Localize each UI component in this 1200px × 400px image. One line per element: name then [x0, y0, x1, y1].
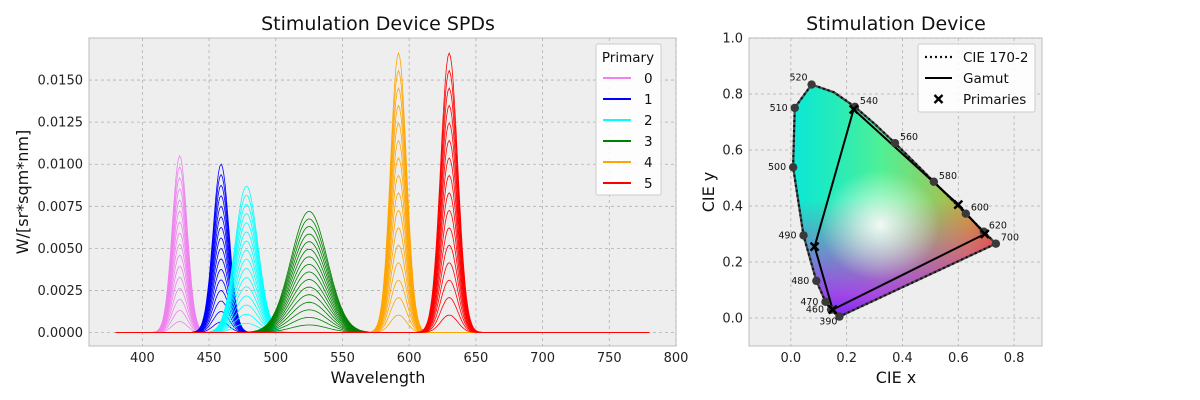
locus-wavelength-label: 480	[791, 276, 809, 287]
y-tick-label: 1.0	[722, 32, 743, 47]
legend-label: 3	[644, 134, 653, 150]
spd-chart: 400 450 500 550 600 650 700 750 8000.00000.00250…	[13, 13, 688, 387]
locus-wavelength-label: 580	[939, 171, 957, 182]
spd-line-primary-5	[115, 51, 650, 333]
x-tick-label: 500	[263, 351, 288, 366]
legend-label: Gamut	[963, 71, 1009, 87]
primary-marker	[809, 241, 820, 252]
locus-marker	[812, 276, 821, 286]
legend-label: 2	[644, 113, 653, 129]
locus-marker	[991, 239, 1001, 248]
x-tick-label: 0.4	[892, 351, 913, 366]
legend-label: CIE 170-2	[963, 50, 1028, 66]
legend-label: Primaries	[963, 92, 1026, 108]
locus-wavelength-label: 460	[806, 305, 824, 316]
y-tick-label: 0.0	[722, 312, 743, 327]
locus-wavelength-label: 700	[1001, 233, 1019, 244]
gamut-polygon	[813, 107, 987, 312]
y-tick-label: 0.0100	[38, 158, 84, 173]
x-tick-label: 400	[130, 351, 155, 366]
primary-marker	[979, 229, 990, 239]
locus-marker	[890, 138, 900, 148]
cie-x-axis-label: CIE x	[876, 368, 917, 387]
primary-marker	[827, 304, 838, 315]
locus-wavelength-label: 510	[770, 103, 788, 114]
locus-wavelength-label: 620	[989, 221, 1007, 232]
cie-y-axis-label: CIE y	[699, 172, 718, 213]
locus-wavelength-label: 540	[860, 96, 878, 107]
y-tick-label: 0.0025	[38, 284, 84, 299]
y-tick-label: 0.0000	[38, 326, 84, 341]
y-tick-label: 0.8	[722, 88, 743, 103]
x-tick-label: 0.8	[1004, 351, 1025, 366]
chromaticity-chart-title: Stimulation Device	[806, 13, 986, 35]
y-tick-label: 0.4	[722, 200, 743, 215]
locus-marker	[929, 177, 939, 186]
x-tick-label: 650	[463, 351, 488, 366]
y-tick-label: 0.0150	[38, 74, 84, 89]
y-tick-label: 0.0125	[38, 116, 84, 131]
spd-chart-title: Stimulation Device SPDs	[261, 13, 495, 35]
legend-box	[917, 43, 1036, 113]
locus-wavelength-label: 490	[778, 230, 796, 241]
locus-wavelength-label: 600	[971, 203, 989, 214]
legend-label: 1	[644, 92, 653, 108]
legend-swatch-primaries	[933, 94, 944, 104]
locus-marker	[821, 297, 830, 307]
primary-marker	[953, 199, 964, 210]
x-tick-label: 700	[530, 351, 555, 366]
x-tick-label: 0.6	[948, 351, 969, 366]
spd-x-axis-label: Wavelength	[331, 368, 426, 387]
locus-marker	[788, 163, 798, 172]
chromaticity-legend: CIE 170-2 Gamut Primaries	[917, 43, 1036, 113]
spd-legend: Primary 0 1 2 3 4 5	[595, 43, 662, 196]
y-tick-label: 0.0050	[38, 242, 84, 257]
x-tick-label: 550	[330, 351, 355, 366]
locus-marker	[790, 103, 799, 113]
legend-title: Primary	[602, 50, 654, 66]
locus-wavelength-label: 500	[768, 162, 786, 173]
legend-label: 0	[644, 71, 653, 87]
primary-marker	[848, 104, 859, 115]
locus-wavelength-label: 390	[819, 317, 837, 328]
y-tick-label: 0.6	[722, 144, 743, 159]
locus-marker	[961, 209, 971, 218]
locus-wavelength-label: 470	[800, 297, 818, 308]
x-tick-label: 450	[197, 351, 222, 366]
x-tick-label: 600	[397, 351, 422, 366]
x-tick-label: 0.0	[781, 351, 802, 366]
locus-marker	[807, 80, 816, 89]
x-tick-label: 750	[597, 351, 622, 366]
spd-y-axis-label: W/[sr*sqm*nm]	[13, 130, 32, 254]
locus-marker	[835, 312, 844, 321]
locus-marker	[799, 231, 808, 240]
y-tick-label: 0.2	[722, 256, 743, 271]
legend-label: 5	[644, 176, 653, 192]
x-tick-label: 0.2	[836, 351, 857, 366]
locus-wavelength-label: 560	[900, 132, 918, 143]
x-tick-label: 800	[664, 351, 689, 366]
locus-wavelength-label: 520	[789, 73, 807, 84]
y-tick-label: 0.0075	[38, 200, 84, 215]
legend-label: 4	[644, 155, 653, 171]
